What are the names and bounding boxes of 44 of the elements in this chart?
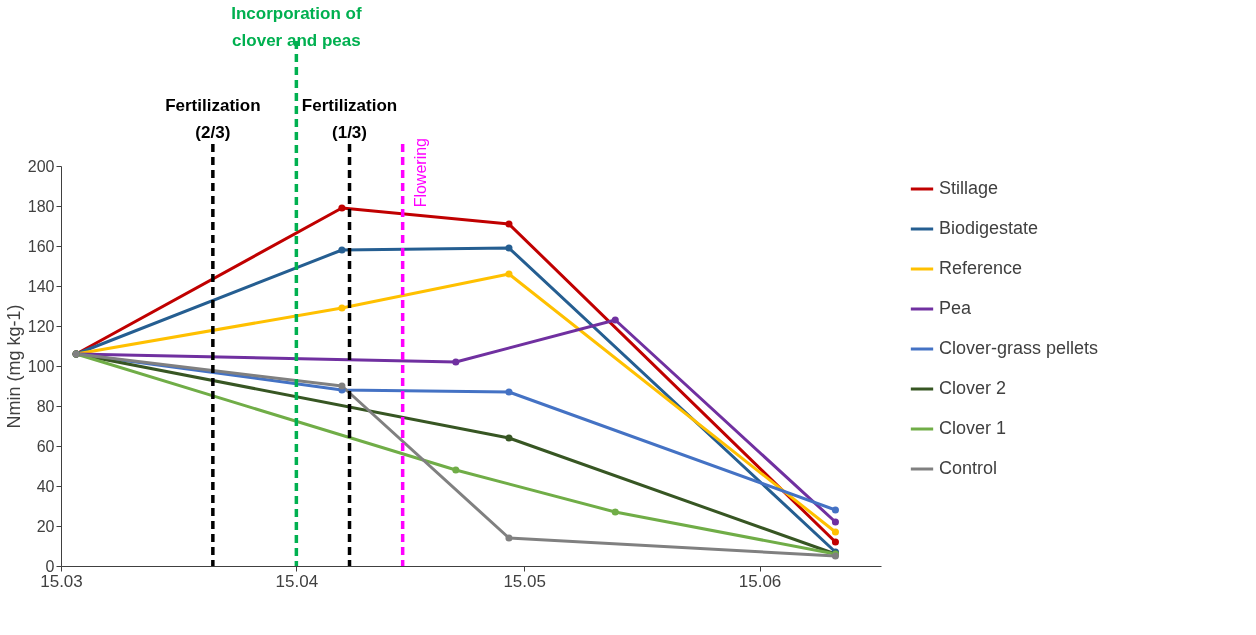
point xyxy=(505,388,513,396)
point xyxy=(452,358,460,366)
point xyxy=(831,506,839,514)
point xyxy=(611,316,619,324)
ref-line-label: Flowering xyxy=(411,138,429,208)
point xyxy=(831,538,839,546)
legend-label: Clover 2 xyxy=(939,378,1007,398)
ref-line-label: Incorporation of clover and peas xyxy=(231,4,362,50)
point xyxy=(505,270,513,278)
x-tick-label: 15.04 xyxy=(275,571,319,591)
legend-label: Clover 1 xyxy=(939,418,1007,438)
legend-label: Stillage xyxy=(939,178,999,198)
point xyxy=(505,244,513,252)
y-tick-label: 140 xyxy=(27,277,55,295)
legend-label: Control xyxy=(939,458,998,478)
y-tick-label: 120 xyxy=(27,317,55,335)
point xyxy=(338,304,346,312)
point xyxy=(338,246,346,254)
y-axis-title: Nmin (mg kg-1) xyxy=(3,304,24,429)
x-tick-label: 15.06 xyxy=(738,571,782,591)
legend-label: Clover-grass pellets xyxy=(939,338,1099,358)
point xyxy=(611,508,619,516)
point xyxy=(831,528,839,536)
point xyxy=(505,534,513,542)
point xyxy=(338,382,346,390)
point xyxy=(452,466,460,474)
ref-line-label: Fertilization (2/3) xyxy=(165,96,261,142)
legend-label: Reference xyxy=(939,258,1023,278)
y-tick-label: 20 xyxy=(36,517,55,535)
legend-label: Biodigestate xyxy=(939,218,1039,238)
y-tick-label: 100 xyxy=(27,357,55,375)
point xyxy=(831,518,839,526)
y-tick-label: 80 xyxy=(36,397,55,415)
y-tick-label: 60 xyxy=(36,437,55,455)
legend-label: Pea xyxy=(939,298,973,318)
ref-line-label: Fertilization (1/3) xyxy=(301,96,398,142)
y-tick-label: 200 xyxy=(27,157,55,175)
y-tick-label: 160 xyxy=(27,237,55,255)
y-tick-label: 40 xyxy=(36,477,55,495)
point xyxy=(338,204,346,212)
y-tick-label: 180 xyxy=(27,197,55,215)
x-tick-label: 15.05 xyxy=(503,571,546,591)
point xyxy=(505,220,513,228)
point xyxy=(505,434,513,442)
